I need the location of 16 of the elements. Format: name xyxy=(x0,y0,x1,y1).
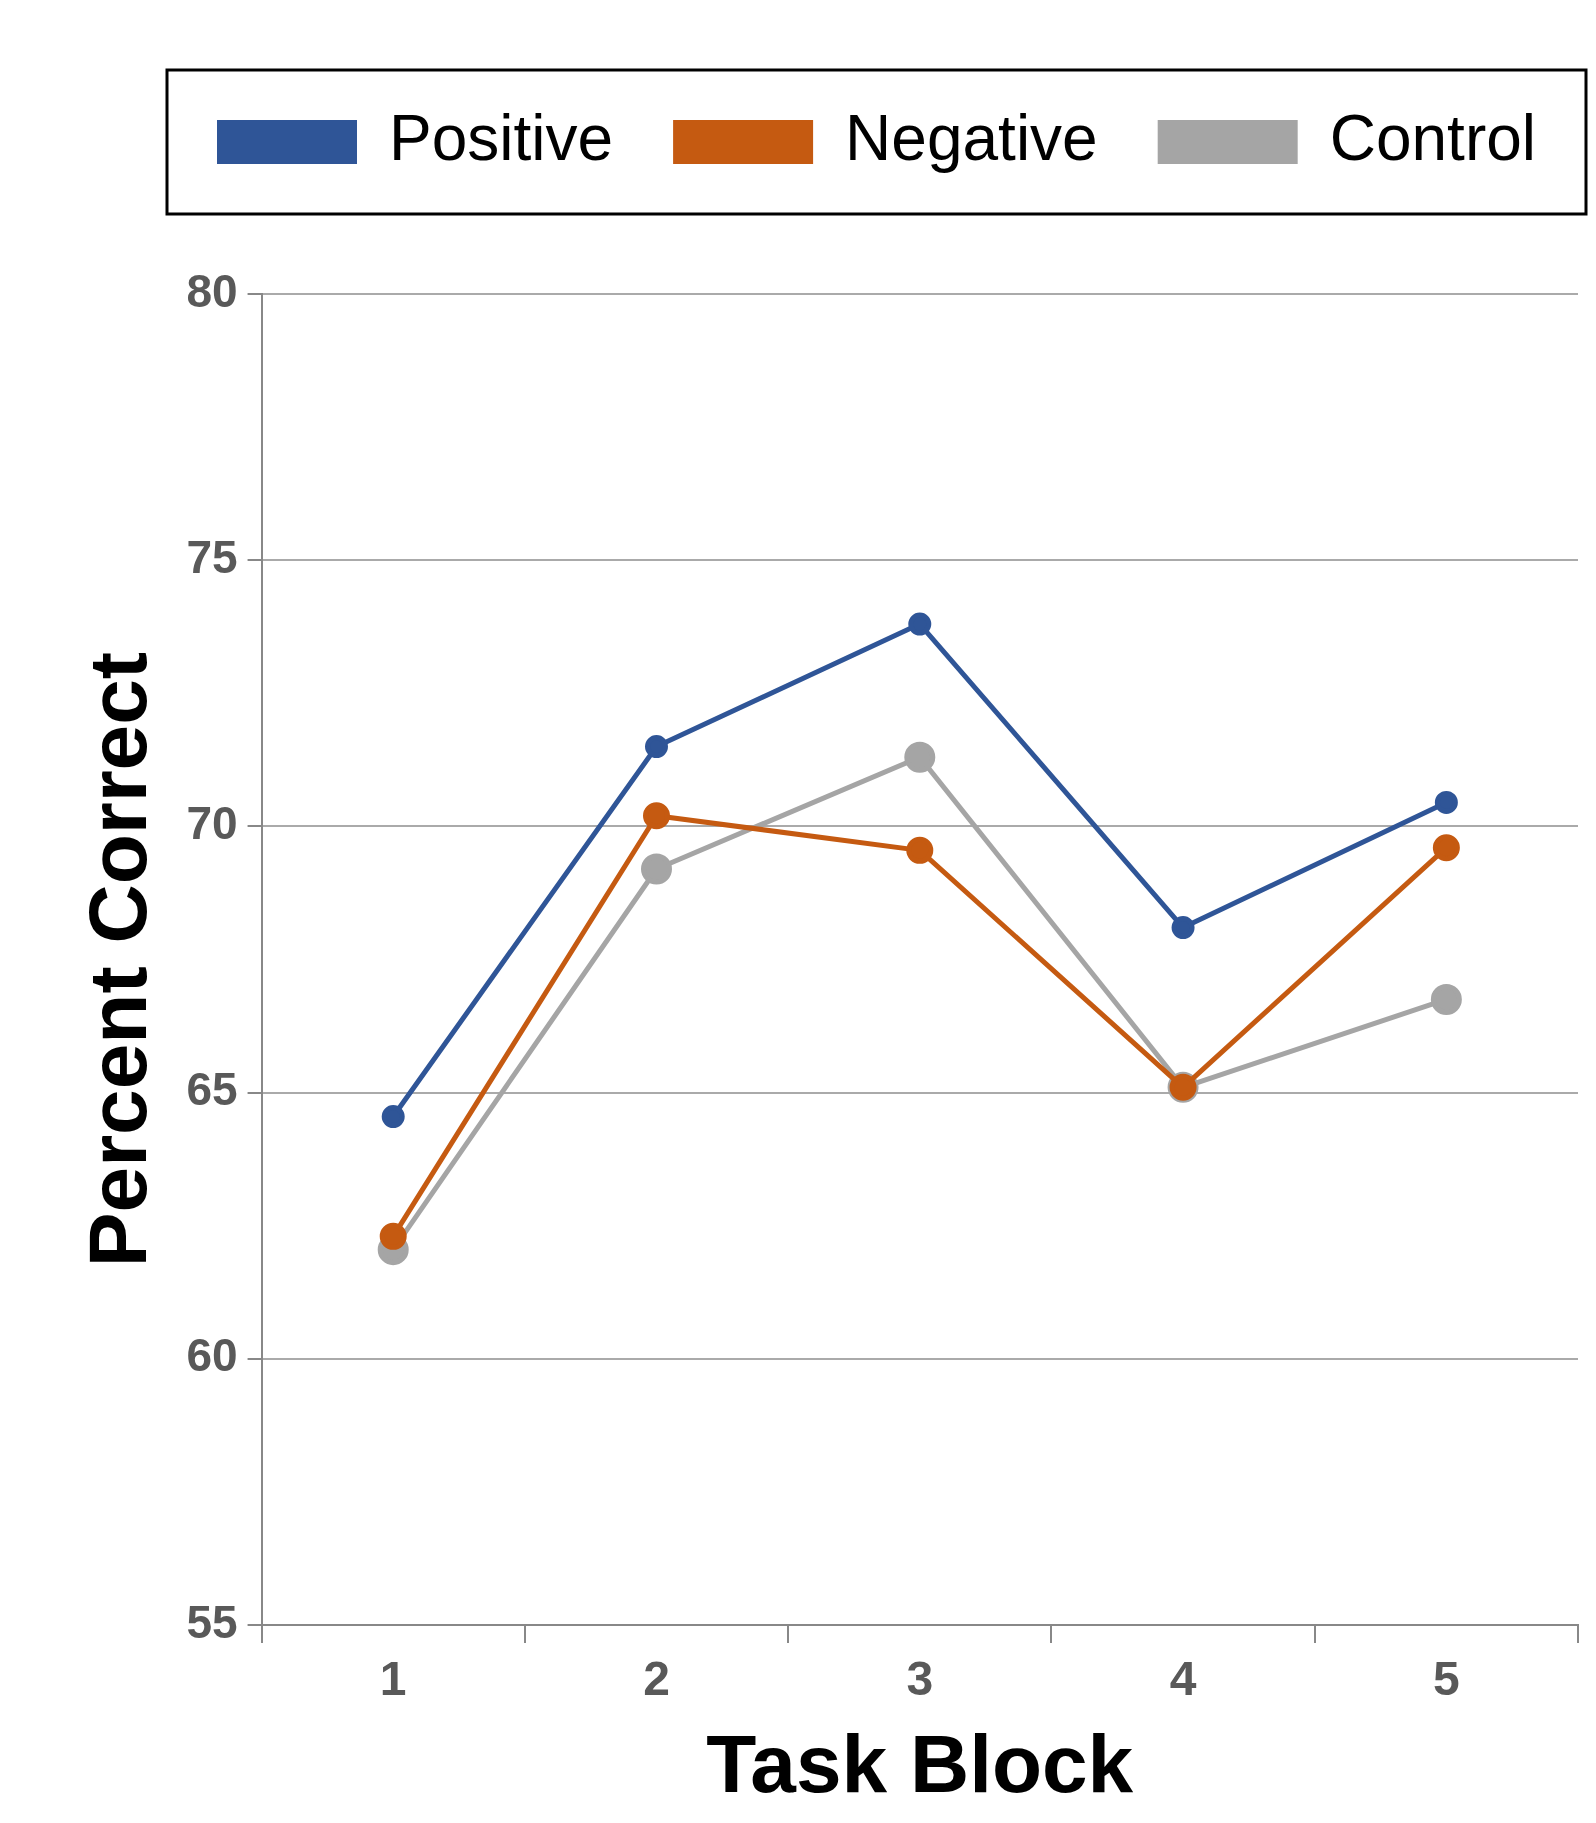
x-axis-title: Task Block xyxy=(706,1718,1134,1810)
x-tick-label: 4 xyxy=(1169,1652,1197,1706)
y-axis-title: Percent Correct xyxy=(71,651,163,1268)
legend-label: Control xyxy=(1329,101,1536,174)
x-tick-label: 3 xyxy=(906,1652,934,1706)
y-tick-label: 70 xyxy=(186,797,238,850)
y-tick-label: 80 xyxy=(186,264,238,317)
x-tick-label: 2 xyxy=(643,1652,670,1706)
y-tick-label: 75 xyxy=(186,530,238,583)
legend-label: Positive xyxy=(389,101,614,174)
x-tick-label: 5 xyxy=(1433,1652,1460,1706)
y-tick-label: 60 xyxy=(186,1329,238,1382)
legend-label: Negative xyxy=(845,101,1098,174)
y-tick-label: 55 xyxy=(186,1595,238,1648)
x-tick-label: 1 xyxy=(379,1652,407,1706)
y-tick-label: 65 xyxy=(186,1063,238,1116)
